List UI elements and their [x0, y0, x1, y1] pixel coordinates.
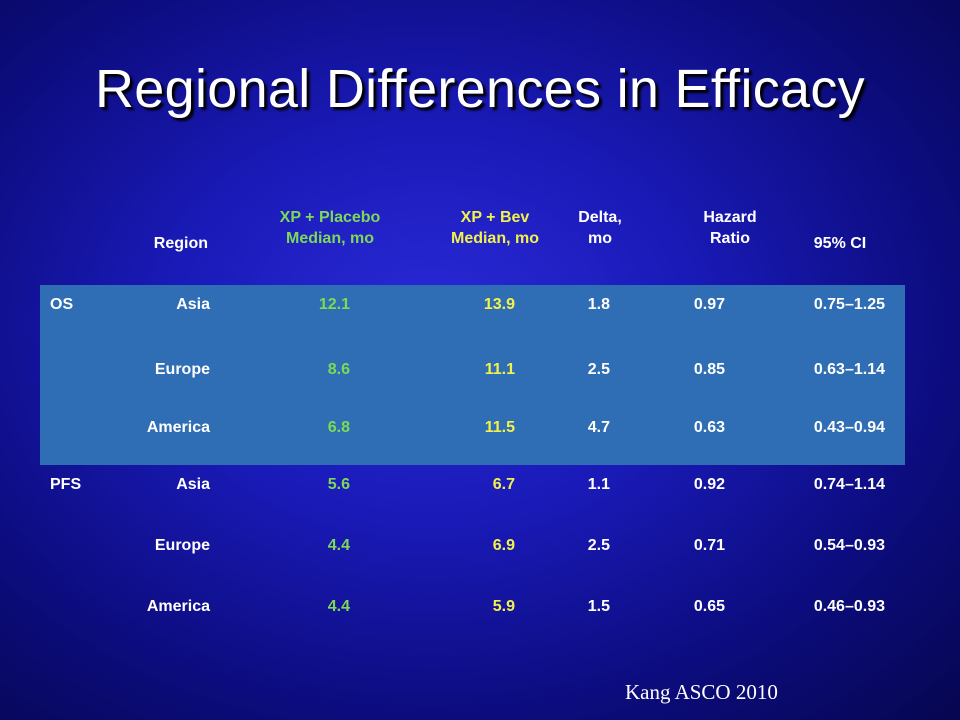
row-region: Asia	[176, 296, 210, 313]
header-delta-line1: Delta,	[578, 209, 622, 226]
header-region: Region	[153, 235, 208, 252]
header-delta-line2: mo	[588, 230, 612, 247]
header-bev-line1: XP + Bev	[460, 209, 530, 226]
row-ci: 0.74–1.14	[813, 476, 885, 493]
header-placebo-line2: Median, mo	[285, 230, 374, 247]
header-hr-line1: Hazard	[703, 209, 757, 226]
row-placebo-median: 4.4	[327, 537, 350, 554]
row-region: America	[146, 419, 210, 436]
header-bev-line2: Median, mo	[450, 230, 539, 247]
header-hr-line2: Ratio	[710, 230, 750, 247]
row-placebo-median: 5.6	[327, 476, 350, 493]
row-bev-median: 6.7	[492, 476, 515, 493]
row-bev-median: 13.9	[483, 296, 515, 313]
row-hazard-ratio: 0.71	[693, 537, 725, 554]
row-region: America	[146, 598, 210, 615]
row-bev-median: 11.5	[484, 419, 515, 436]
row-delta: 1.8	[587, 296, 610, 313]
row-metric: PFS	[50, 476, 82, 493]
row-bev-median: 11.1	[484, 361, 515, 378]
row-delta: 2.5	[587, 361, 610, 378]
row-metric: OS	[50, 296, 74, 313]
header-delta: Delta, mo	[555, 207, 645, 249]
row-ci: 0.75–1.25	[813, 296, 885, 313]
row-hazard-ratio: 0.63	[693, 419, 725, 436]
row-hazard-ratio: 0.92	[693, 476, 725, 493]
header-ci: 95% CI	[813, 235, 867, 252]
os-highlight-band	[40, 285, 905, 465]
header-placebo: XP + Placebo Median, mo	[245, 207, 415, 249]
slide-title: Regional Differences in Efficacy	[94, 59, 865, 119]
citation: Kang ASCO 2010	[625, 680, 778, 704]
row-hazard-ratio: 0.85	[693, 361, 725, 378]
row-bev-median: 5.9	[492, 598, 515, 615]
row-region: Asia	[176, 476, 210, 493]
row-hazard-ratio: 0.65	[693, 598, 725, 615]
header-placebo-line1: XP + Placebo	[279, 209, 381, 226]
row-ci: 0.63–1.14	[813, 361, 885, 378]
row-delta: 2.5	[587, 537, 610, 554]
row-delta: 4.7	[587, 419, 610, 436]
row-placebo-median: 4.4	[327, 598, 350, 615]
row-ci: 0.46–0.93	[813, 598, 885, 615]
row-region: Europe	[154, 361, 210, 378]
row-bev-median: 6.9	[492, 537, 515, 554]
row-region: Europe	[154, 537, 210, 554]
row-placebo-median: 12.1	[318, 296, 350, 313]
row-ci: 0.43–0.94	[813, 419, 885, 436]
row-hazard-ratio: 0.97	[693, 296, 725, 313]
row-delta: 1.5	[587, 598, 610, 615]
row-placebo-median: 8.6	[327, 361, 350, 378]
header-hazard-ratio: Hazard Ratio	[680, 207, 780, 249]
header-bev: XP + Bev Median, mo	[410, 207, 580, 249]
row-placebo-median: 6.8	[327, 419, 350, 436]
row-delta: 1.1	[587, 476, 610, 493]
row-ci: 0.54–0.93	[813, 537, 885, 554]
